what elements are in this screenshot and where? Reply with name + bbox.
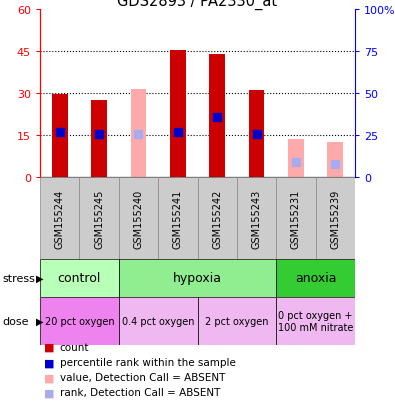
Text: GSM155231: GSM155231 [291,189,301,248]
Text: GSM155245: GSM155245 [94,189,104,248]
Bar [40,178,79,259]
Text: rank, Detection Call = ABSENT: rank, Detection Call = ABSENT [60,387,220,397]
Bar [119,297,198,345]
Text: 0.4 pct oxygen: 0.4 pct oxygen [122,316,194,326]
Bar [276,297,355,345]
Bar [131,90,146,178]
Bar [119,259,276,297]
Bar [249,91,264,178]
Text: stress: stress [2,273,35,283]
Text: GSM155243: GSM155243 [252,189,261,248]
Text: GSM155239: GSM155239 [330,189,340,248]
Text: control: control [58,272,101,285]
Bar [327,142,343,178]
Bar [40,297,119,345]
Text: ▶: ▶ [36,316,44,326]
Bar [170,50,186,178]
Bar [40,259,119,297]
Text: ■: ■ [44,342,55,352]
Text: ■: ■ [44,357,55,367]
Text: GSM155241: GSM155241 [173,189,183,248]
Bar [276,259,355,297]
Text: value, Detection Call = ABSENT: value, Detection Call = ABSENT [60,373,225,382]
Point [135,132,141,138]
Bar [158,178,198,259]
Point [175,130,181,136]
Point [332,162,339,169]
Text: GSM155240: GSM155240 [134,189,143,248]
Point [293,159,299,166]
Text: count: count [60,342,89,352]
Bar [198,297,276,345]
Text: anoxia: anoxia [295,272,337,285]
Text: ■: ■ [44,387,55,397]
Text: hypoxia: hypoxia [173,272,222,285]
Text: ▶: ▶ [36,273,44,283]
Text: 0 pct oxygen +
100 mM nitrate: 0 pct oxygen + 100 mM nitrate [278,311,353,332]
Point [56,129,63,135]
Text: GSM155244: GSM155244 [55,189,65,248]
Bar [119,178,158,259]
Point [254,132,260,138]
Text: 20 pct oxygen: 20 pct oxygen [45,316,114,326]
Bar [209,55,225,178]
Text: percentile rank within the sample: percentile rank within the sample [60,357,236,367]
Point [96,131,102,138]
Point [214,114,220,121]
Bar [52,95,68,178]
Bar [79,178,119,259]
Text: 2 pct oxygen: 2 pct oxygen [205,316,269,326]
Bar [91,101,107,178]
Title: GDS2893 / PA2330_at: GDS2893 / PA2330_at [117,0,278,10]
Text: GSM155242: GSM155242 [212,189,222,248]
Bar [198,178,237,259]
Bar [237,178,276,259]
Text: dose: dose [2,316,28,326]
Bar [288,140,304,178]
Bar [276,178,316,259]
Bar [316,178,355,259]
Text: ■: ■ [44,373,55,382]
